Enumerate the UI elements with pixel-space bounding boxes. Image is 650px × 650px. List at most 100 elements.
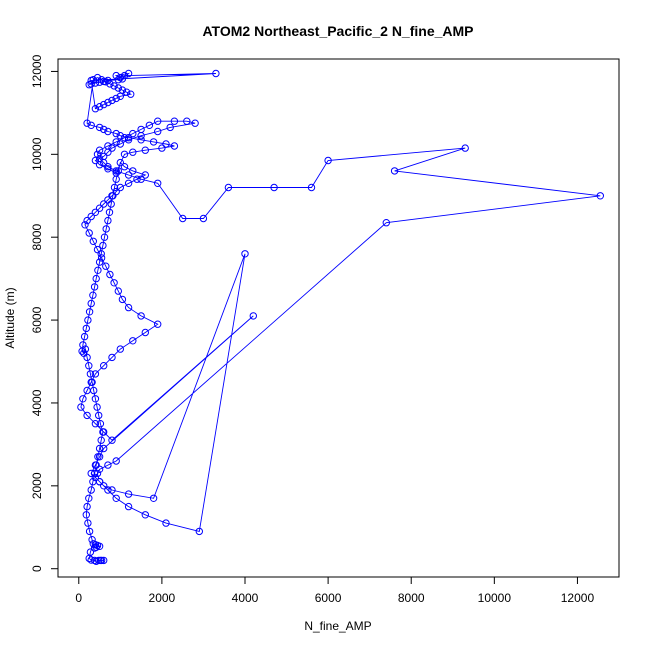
data-point	[89, 291, 97, 299]
data-point	[87, 378, 95, 386]
data-point	[137, 136, 145, 144]
data-point	[158, 144, 166, 152]
data-point	[91, 473, 100, 482]
data-point	[104, 486, 112, 494]
y-tick-label: 2000	[30, 472, 44, 499]
data-point	[100, 233, 109, 241]
data-point	[88, 536, 96, 544]
data-point	[124, 502, 133, 511]
data-point	[100, 362, 108, 370]
data-point	[99, 241, 107, 250]
data-point	[97, 250, 105, 258]
data-point	[86, 548, 95, 556]
data-point	[100, 200, 108, 208]
data-point	[83, 386, 91, 395]
data-point	[104, 76, 112, 85]
data-point	[96, 420, 105, 428]
data-point	[95, 444, 104, 453]
x-axis: 0 2000 4000 6000 8000 10000 12000	[75, 576, 595, 605]
data-point	[124, 171, 133, 179]
data-point	[112, 187, 120, 196]
data-point	[149, 138, 158, 146]
data-point	[93, 245, 102, 254]
data-point	[129, 167, 137, 175]
data-point	[116, 92, 125, 101]
data-point	[104, 163, 112, 171]
data-point	[110, 279, 118, 287]
data-point	[84, 519, 92, 527]
data-point	[129, 129, 137, 138]
data-point	[95, 542, 104, 550]
data-point	[104, 196, 112, 204]
data-point	[212, 69, 220, 78]
data-point	[116, 183, 125, 192]
data-point	[95, 146, 104, 154]
data-point	[112, 494, 120, 502]
data-point	[104, 98, 112, 107]
data-point	[108, 192, 116, 200]
data-point	[191, 119, 199, 127]
data-point	[154, 117, 162, 125]
data-point	[179, 214, 187, 223]
data-point	[137, 132, 145, 140]
data-point	[154, 127, 162, 136]
data-point	[116, 132, 125, 140]
data-point	[596, 192, 604, 200]
data-point	[307, 183, 316, 192]
data-point	[162, 140, 170, 148]
data-point	[100, 100, 108, 109]
data-point	[90, 544, 99, 552]
data-point	[87, 486, 95, 494]
data-point	[95, 465, 104, 473]
data-point	[141, 328, 150, 337]
data-point	[105, 208, 114, 217]
data-point	[170, 142, 179, 150]
data-point	[461, 144, 469, 152]
data-point	[85, 81, 93, 89]
data-point	[84, 316, 92, 324]
data-point	[79, 341, 87, 349]
data-point	[95, 258, 104, 266]
data-point	[108, 436, 116, 444]
data-point	[100, 444, 108, 453]
x-tick-label: 0	[75, 591, 82, 605]
data-point	[86, 370, 95, 378]
data-point	[116, 345, 125, 353]
data-point	[87, 121, 95, 130]
data-point	[90, 469, 99, 478]
x-tick-label: 10000	[478, 591, 512, 605]
data-point	[108, 96, 116, 105]
data-point	[102, 225, 110, 233]
data-point	[91, 420, 100, 428]
data-point	[85, 229, 93, 237]
x-tick-label: 8000	[398, 591, 425, 605]
data-point	[241, 250, 249, 258]
data-point	[83, 216, 91, 225]
data-point	[90, 283, 99, 291]
data-point	[95, 204, 104, 212]
data-point	[183, 117, 191, 125]
x-axis-label: N_fine_AMP	[304, 619, 371, 633]
data-point	[108, 486, 116, 494]
data-point	[95, 123, 104, 132]
data-point	[106, 270, 114, 279]
data-point	[80, 349, 88, 357]
series-line	[80, 72, 601, 562]
data-point	[149, 494, 158, 502]
data-point	[249, 312, 258, 320]
data-point	[83, 411, 91, 420]
data-point	[112, 138, 120, 146]
data-point	[82, 511, 91, 519]
data-point	[94, 266, 102, 274]
x-tick-label: 12000	[561, 591, 595, 605]
data-point	[87, 299, 95, 308]
data-point	[141, 146, 150, 154]
data-point	[91, 461, 100, 469]
data-point	[92, 557, 100, 565]
data-point	[81, 221, 89, 229]
data-point	[114, 287, 123, 295]
data-point	[108, 144, 116, 152]
data-point	[87, 556, 95, 564]
data-point	[120, 163, 129, 171]
